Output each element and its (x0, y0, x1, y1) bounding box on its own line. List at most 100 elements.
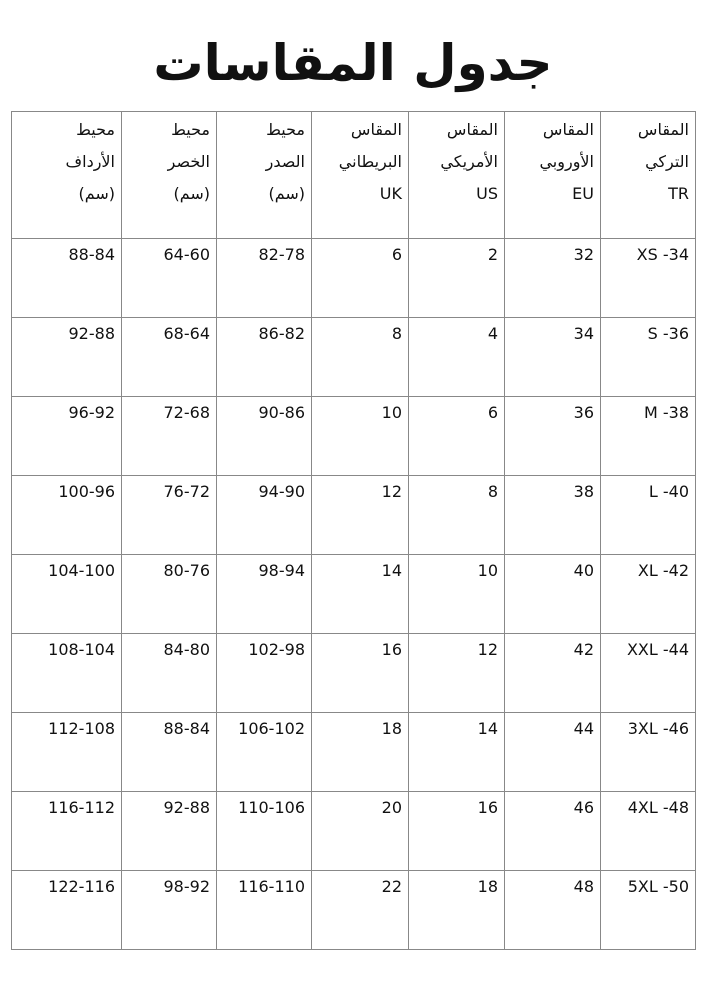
cell-uk-size: 8 (311, 317, 409, 397)
header-text: الخصر (167, 152, 210, 171)
cell-us-size: 12 (408, 633, 505, 713)
cell-value: 44 (573, 719, 594, 738)
header-text: محيط (171, 120, 210, 139)
cell-value: 108-104 (48, 640, 115, 659)
cell-value: 48 (573, 877, 594, 896)
cell-tr-size: XXL -44 (600, 633, 696, 713)
cell-value: 104-100 (48, 561, 115, 580)
cell-waist: 76-72 (121, 475, 217, 555)
cell-chest: 116-110 (216, 870, 312, 950)
cell-us-size: 18 (408, 870, 505, 950)
cell-value: 42 (573, 640, 594, 659)
cell-hips: 122-116 (11, 870, 122, 950)
cell-value: 88-84 (68, 245, 116, 264)
cell-eu-size: 44 (504, 712, 601, 792)
cell-value: 68-64 (163, 324, 211, 343)
header-text: UK (379, 184, 402, 203)
cell-uk-size: 14 (311, 554, 409, 634)
cell-hips: 104-100 (11, 554, 122, 634)
cell-value: 86-82 (258, 324, 306, 343)
cell-value: 10 (477, 561, 498, 580)
header-text: المقاس (637, 120, 689, 139)
cell-value: 6 (391, 245, 402, 264)
header-text: الصدر (265, 152, 305, 171)
cell-us-size: 16 (408, 791, 505, 871)
cell-value: 64-60 (163, 245, 211, 264)
header-text: البريطاني (338, 152, 402, 171)
header-text: محيط (266, 120, 305, 139)
cell-eu-size: 38 (504, 475, 601, 555)
cell-value: 96-92 (68, 403, 116, 422)
cell-value: S -36 (647, 324, 689, 343)
cell-hips: 112-108 (11, 712, 122, 792)
header-eu-size: المقاس الأوروبي EU (504, 111, 601, 239)
header-tr-size: المقاس التركي TR (600, 111, 696, 239)
cell-tr-size: XL -42 (600, 554, 696, 634)
header-text: الأرداف (65, 152, 115, 171)
cell-waist: 80-76 (121, 554, 217, 634)
cell-value: 14 (381, 561, 402, 580)
cell-hips: 92-88 (11, 317, 122, 397)
cell-us-size: 2 (408, 238, 505, 318)
header-text: (سم) (268, 184, 305, 203)
cell-tr-size: 5XL -50 (600, 870, 696, 950)
header-waist: محيط الخصر (سم) (121, 111, 217, 239)
table-row: XL -42 40 10 14 98-94 80-76 104-100 (11, 554, 696, 634)
cell-eu-size: 40 (504, 554, 601, 634)
header-text: (سم) (78, 184, 115, 203)
cell-waist: 92-88 (121, 791, 217, 871)
cell-waist: 64-60 (121, 238, 217, 318)
cell-value: 88-84 (163, 719, 211, 738)
cell-value: 34 (573, 324, 594, 343)
cell-value: 16 (381, 640, 402, 659)
cell-value: 8 (391, 324, 402, 343)
header-text: المقاس (542, 120, 594, 139)
cell-uk-size: 16 (311, 633, 409, 713)
cell-us-size: 6 (408, 396, 505, 476)
cell-value: 100-96 (58, 482, 115, 501)
cell-value: 20 (381, 798, 402, 817)
cell-waist: 84-80 (121, 633, 217, 713)
cell-chest: 102-98 (216, 633, 312, 713)
table-row: M -38 36 6 10 90-86 72-68 96-92 (11, 396, 696, 476)
cell-hips: 108-104 (11, 633, 122, 713)
table-row: XXL -44 42 12 16 102-98 84-80 108-104 (11, 633, 696, 713)
header-row: المقاس التركي TR المقاس الأوروبي EU المقاس الأم… (11, 111, 696, 239)
cell-chest: 86-82 (216, 317, 312, 397)
cell-value: 72-68 (163, 403, 211, 422)
cell-value: 4 (487, 324, 498, 343)
cell-us-size: 8 (408, 475, 505, 555)
cell-uk-size: 22 (311, 870, 409, 950)
cell-value: 18 (381, 719, 402, 738)
cell-value: 40 (573, 561, 594, 580)
cell-us-size: 4 (408, 317, 505, 397)
table-row: 3XL -46 44 14 18 106-102 88-84 112-108 (11, 712, 696, 792)
cell-tr-size: L -40 (600, 475, 696, 555)
cell-uk-size: 12 (311, 475, 409, 555)
cell-value: 80-76 (163, 561, 211, 580)
cell-eu-size: 42 (504, 633, 601, 713)
cell-value: 116-112 (48, 798, 115, 817)
cell-chest: 98-94 (216, 554, 312, 634)
header-chest: محيط الصدر (سم) (216, 111, 312, 239)
cell-value: 76-72 (163, 482, 211, 501)
header-text: TR (668, 184, 689, 203)
cell-value: 92-88 (68, 324, 116, 343)
cell-eu-size: 34 (504, 317, 601, 397)
cell-uk-size: 20 (311, 791, 409, 871)
table-row: 4XL -48 46 16 20 110-106 92-88 116-112 (11, 791, 696, 871)
cell-value: 2 (487, 245, 498, 264)
cell-value: 18 (477, 877, 498, 896)
cell-value: 102-98 (248, 640, 305, 659)
cell-tr-size: S -36 (600, 317, 696, 397)
cell-waist: 72-68 (121, 396, 217, 476)
cell-value: 6 (487, 403, 498, 422)
header-us-size: المقاس الأمريكي US (408, 111, 505, 239)
cell-value: XL -42 (637, 561, 689, 580)
cell-eu-size: 48 (504, 870, 601, 950)
cell-value: 92-88 (163, 798, 211, 817)
cell-value: XXL -44 (626, 640, 689, 659)
cell-eu-size: 46 (504, 791, 601, 871)
cell-value: 12 (381, 482, 402, 501)
cell-eu-size: 32 (504, 238, 601, 318)
